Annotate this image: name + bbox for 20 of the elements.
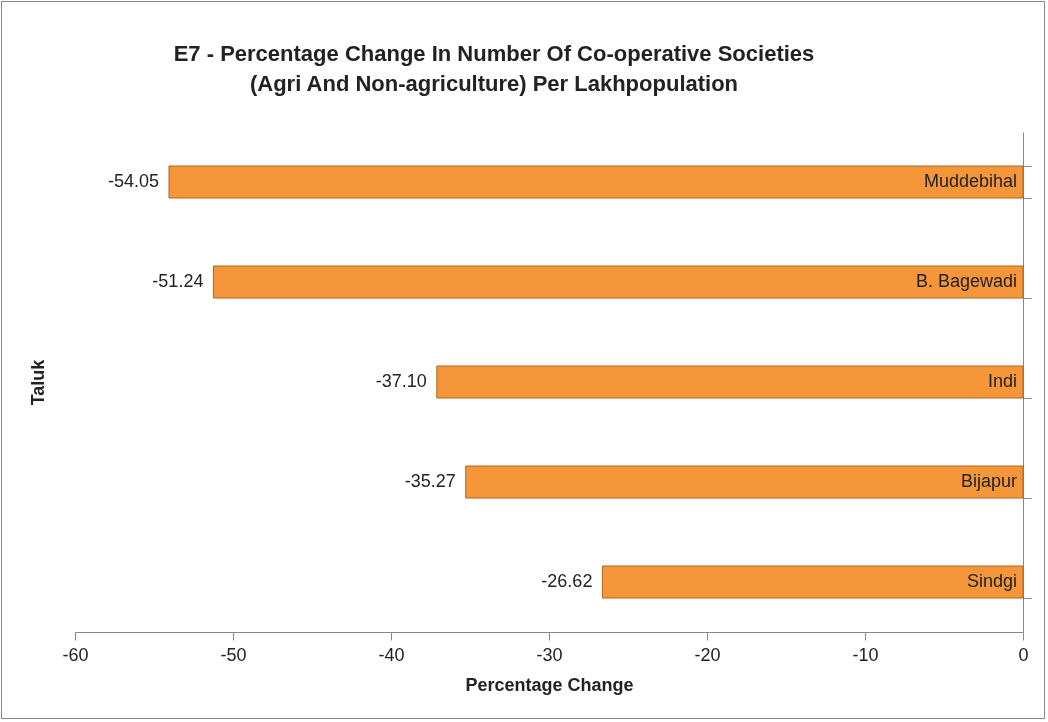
data-label: -51.24 (152, 271, 204, 291)
x-tick-label: -20 (694, 644, 721, 665)
y-tick-label: B. Bagewadi (915, 271, 1017, 291)
x-tick-label: -30 (536, 644, 563, 665)
y-tick-label: Indi (987, 371, 1017, 391)
x-tick-label: -50 (220, 644, 247, 665)
y-tick-label: Bijapur (960, 471, 1017, 491)
x-tick-label: 0 (1018, 644, 1029, 665)
y-tick-label: Muddebihal (923, 171, 1017, 191)
data-label: -35.27 (404, 471, 456, 491)
x-axis-title: Percentage Change (465, 674, 634, 695)
x-tick-label: -10 (852, 644, 879, 665)
x-tick-label: -60 (62, 644, 89, 665)
y-axis-title: Taluk (27, 358, 48, 406)
x-tick-label: -40 (378, 644, 405, 665)
data-label: -26.62 (541, 571, 593, 591)
y-tick-label: Sindgi (966, 571, 1017, 591)
chart-title: E7 - Percentage Change In Number Of Co-operative Societies (Agri And Non-agriculture) Per Lakhpopulation (173, 41, 815, 96)
data-label: -54.05 (107, 171, 160, 191)
data-label: -37.10 (375, 371, 427, 391)
